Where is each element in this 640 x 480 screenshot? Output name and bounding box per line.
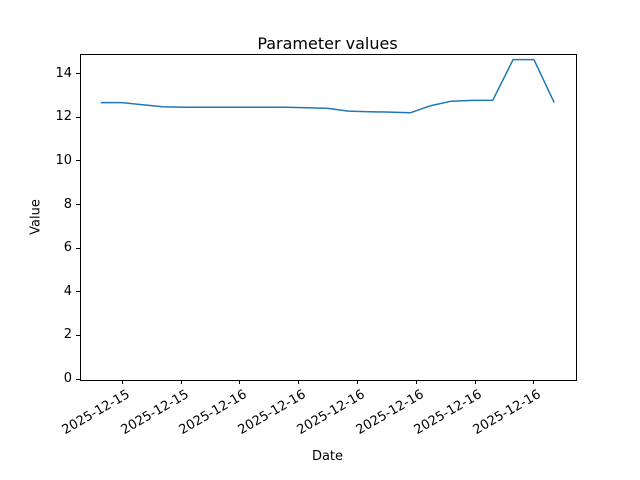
x-tick-mark	[474, 380, 476, 384]
x-tick-mark	[416, 380, 418, 384]
y-tick-label: 12	[55, 109, 72, 125]
y-tick-mark	[76, 291, 80, 293]
x-axis-label: Date	[311, 449, 344, 464]
x-tick-mark	[298, 380, 300, 384]
y-tick-mark	[76, 160, 80, 162]
y-tick-mark	[76, 116, 80, 118]
y-tick-label: 6	[63, 240, 72, 256]
y-tick-label: 2	[63, 327, 72, 343]
y-tick-mark	[76, 334, 80, 336]
x-tick-mark	[356, 380, 358, 384]
y-tick-label: 10	[55, 152, 72, 168]
x-tick-mark	[181, 380, 182, 384]
data-line-series	[100, 58, 555, 114]
y-tick-mark	[76, 73, 80, 75]
y-tick-label: 14	[55, 65, 72, 81]
chart-title: Parameter values	[257, 34, 398, 53]
y-tick-label: 4	[63, 283, 72, 299]
y-tick-label: 8	[63, 196, 72, 212]
x-tick-mark	[239, 380, 241, 384]
y-tick-mark	[76, 378, 80, 380]
plot-area	[80, 54, 577, 381]
x-tick-mark	[122, 380, 124, 384]
x-tick-mark	[533, 380, 535, 384]
y-tick-label: 0	[63, 371, 72, 386]
plot-area-svg	[100, 58, 555, 114]
y-tick-mark	[76, 204, 80, 205]
y-tick-mark	[76, 247, 80, 249]
